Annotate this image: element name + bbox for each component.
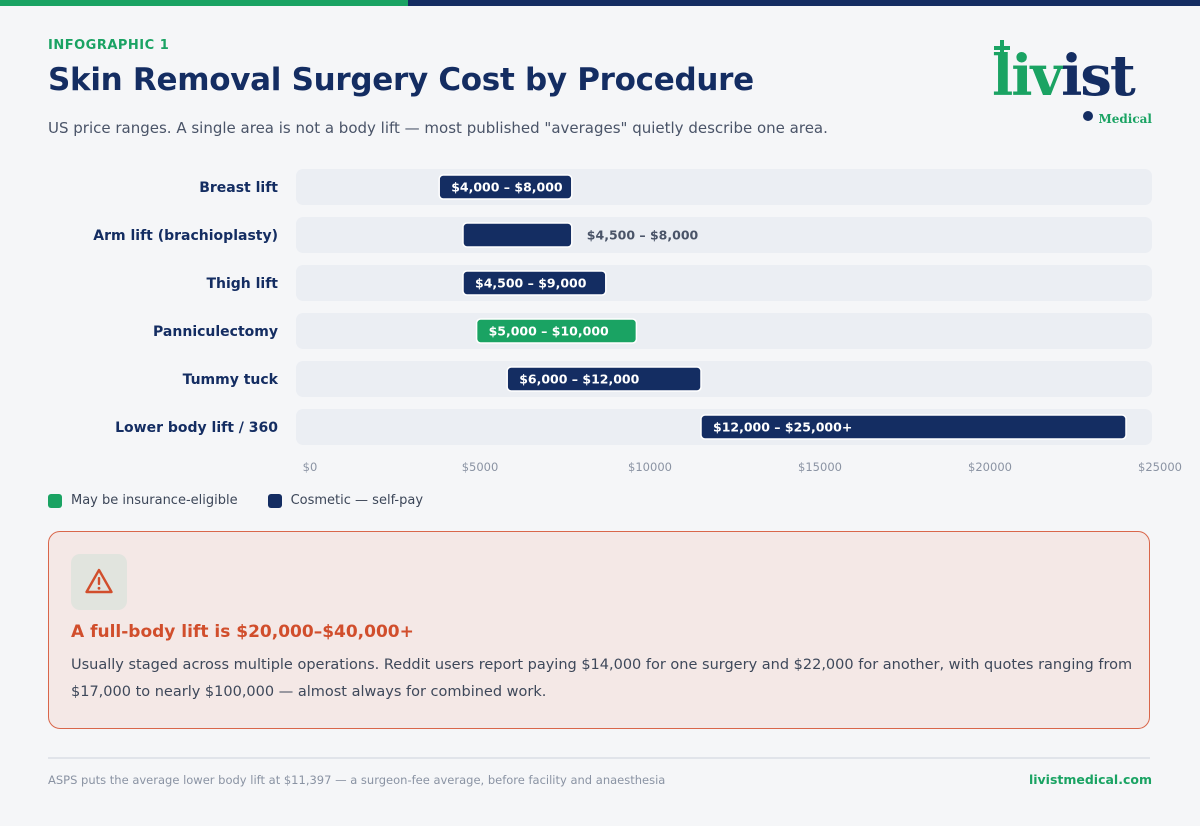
- x-tick-label: $20000: [968, 460, 1012, 474]
- callout-box: A full-body lift is $20,000–$40,000+ Usu…: [48, 531, 1150, 729]
- x-tick-label: $25000: [1138, 460, 1182, 474]
- legend-label-insurance: May be insurance-eligible: [71, 493, 238, 508]
- legend-item-cosmetic: Cosmetic — self-pay: [267, 493, 424, 508]
- logo-subtext: Medical: [1098, 112, 1152, 126]
- row-track: [296, 265, 1152, 301]
- bar-value-label: $12,000 – $25,000+: [713, 420, 852, 435]
- legend-swatch-cosmetic: [267, 493, 282, 508]
- bar-value-label: $4,000 – $8,000: [451, 180, 563, 195]
- category-label: Breast lift: [199, 180, 278, 196]
- legend-item-insurance: May be insurance-eligible: [48, 493, 238, 508]
- callout-title: A full-body lift is $20,000–$40,000+: [71, 622, 414, 642]
- warning-icon: [85, 568, 113, 594]
- footer-note: ASPS puts the average lower body lift at…: [48, 773, 666, 787]
- category-label: Arm lift (brachioplasty): [93, 228, 278, 244]
- page-subtitle: US price ranges. A single area is not a …: [48, 119, 828, 137]
- range-bar: [438, 174, 573, 200]
- x-tick-label: $0: [303, 460, 318, 474]
- footer-link[interactable]: livistmedical.com: [1028, 772, 1152, 787]
- top-accent-navy: [408, 0, 1200, 6]
- range-bar: [462, 270, 607, 296]
- x-tick-label: $5000: [462, 460, 499, 474]
- row-track: [296, 361, 1152, 397]
- logo-cross-icon: [994, 40, 1010, 56]
- category-label: Panniculectomy: [153, 324, 278, 340]
- bar-value-label: $4,500 – $9,000: [475, 276, 587, 291]
- chart-legend: May be insurance-eligible Cosmetic — sel…: [48, 493, 453, 508]
- row-track: [296, 313, 1152, 349]
- category-label: Thigh lift: [206, 276, 278, 292]
- callout-body: Usually staged across multiple operation…: [71, 657, 1133, 700]
- bar-value-label: $6,000 – $12,000: [519, 372, 639, 387]
- logo-wordmark: livist: [992, 43, 1136, 109]
- brand-logo[interactable]: livist Medical: [990, 40, 1156, 130]
- category-label: Lower body lift / 360: [115, 420, 278, 436]
- logo-wordmark-text: livist: [992, 43, 1136, 109]
- cost-range-chart: Breast lift $4,000 – $8,000 Arm lift (brac…: [93, 169, 1182, 474]
- range-bar: [700, 414, 1127, 440]
- top-accent-bar: [0, 0, 1200, 6]
- range-bar: [475, 318, 638, 344]
- bar-value-label: $4,500 – $8,000: [587, 228, 699, 243]
- footer-divider: [48, 757, 1150, 759]
- range-bar: [462, 222, 573, 248]
- top-accent-green: [0, 0, 408, 6]
- category-label: Tummy tuck: [183, 372, 279, 388]
- x-tick-label: $10000: [628, 460, 672, 474]
- bar-value-label: $5,000 – $10,000: [489, 324, 609, 339]
- range-bar: [506, 366, 702, 392]
- callout-icon-box: [71, 554, 127, 610]
- row-track: [296, 169, 1152, 205]
- eyebrow-label: INFOGRAPHIC 1: [48, 38, 170, 53]
- legend-label-cosmetic: Cosmetic — self-pay: [290, 493, 424, 508]
- row-track: [296, 217, 1152, 253]
- x-tick-label: $15000: [798, 460, 842, 474]
- page-title: Skin Removal Surgery Cost by Procedure: [48, 62, 754, 98]
- legend-swatch-insurance: [48, 493, 62, 508]
- logo-dot: [1083, 111, 1093, 121]
